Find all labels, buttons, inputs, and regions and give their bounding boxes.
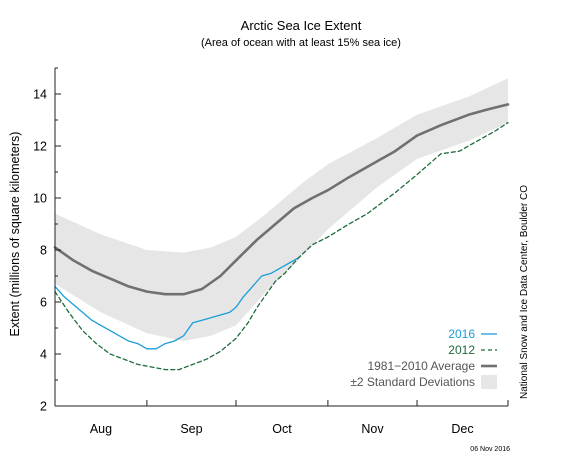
x-month-label: Aug	[90, 422, 112, 436]
series-1981-2010-average-line	[53, 103, 510, 296]
y-tick-label: 10	[33, 192, 47, 206]
legend-swatch	[481, 375, 497, 389]
date-stamp: 06 Nov 2016	[470, 446, 510, 453]
y-tick-label: 4	[40, 348, 47, 362]
y-tick-label: 14	[33, 88, 47, 102]
y-tick-label: 8	[40, 244, 47, 258]
std-dev-band-layer	[55, 78, 508, 342]
x-month-label: Sep	[180, 422, 202, 436]
legend-label: 2012	[448, 343, 475, 357]
credit-text: National Snow and Ice Data Center, Bould…	[519, 185, 530, 399]
series-2016-line	[54, 257, 300, 350]
series-2012-line	[54, 121, 509, 371]
x-month-label: Nov	[361, 422, 384, 436]
std-dev-band	[55, 78, 508, 342]
y-axis-label: Extent (millions of square kilometers)	[8, 132, 22, 337]
legend-label: 2016	[448, 327, 475, 341]
y-tick-label: 2	[40, 400, 47, 414]
y-tick-label: 6	[40, 296, 47, 310]
y-tick-label: 12	[33, 140, 47, 154]
legend: 2016 2012 1981−2010 Average ±2 Standard Dev…	[350, 327, 497, 389]
legend-label: ±2 Standard Deviations	[350, 375, 475, 389]
series-layer	[53, 103, 510, 371]
chart-subtitle: (Area of ocean with at least 15% sea ice…	[201, 37, 401, 49]
axes-layer: 2 4 6 8 10 12 14 Aug Sep Oct Nov Dec	[33, 67, 509, 436]
chart-title: Arctic Sea Ice Extent	[241, 18, 362, 33]
x-month-label: Oct	[272, 422, 292, 436]
legend-label: 1981−2010 Average	[367, 359, 475, 373]
x-month-label: Dec	[451, 422, 473, 436]
